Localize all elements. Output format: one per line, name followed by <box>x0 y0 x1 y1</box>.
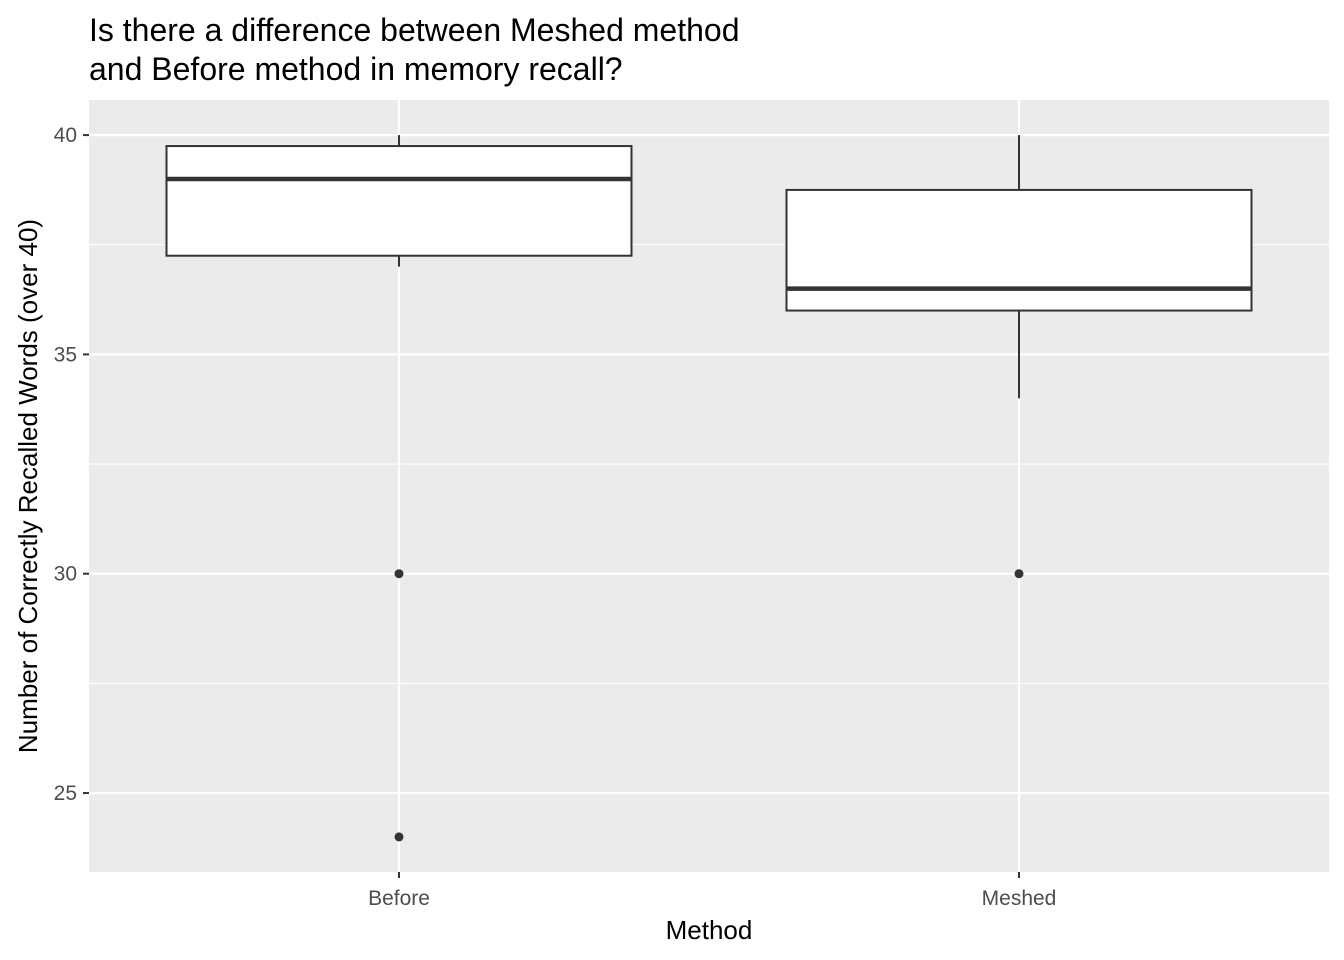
y-tick-label: 30 <box>54 563 77 586</box>
outlier-point <box>394 569 404 579</box>
y-axis-title: Number of Correctly Recalled Words (over… <box>13 219 43 753</box>
box-iqr <box>785 188 1253 312</box>
y-tick-label: 35 <box>54 343 77 366</box>
x-tick-label: Meshed <box>982 887 1057 910</box>
x-tick-label: Before <box>368 887 430 910</box>
outlier-point <box>394 832 404 842</box>
chart-title-line-2: and Before method in memory recall? <box>89 51 623 87</box>
x-axis-title: Method <box>666 915 753 945</box>
y-axis: 25 30 35 40 <box>54 124 89 805</box>
y-tick-label: 25 <box>54 782 77 805</box>
chart-title-line-1: Is there a difference between Meshed met… <box>89 12 739 48</box>
y-tick-label: 40 <box>54 124 77 147</box>
boxes-layer <box>165 135 1253 842</box>
x-axis: Before Meshed <box>368 872 1056 910</box>
box-meshed <box>785 135 1253 579</box>
box-before <box>165 135 633 842</box>
box-iqr <box>165 145 633 257</box>
outlier-point <box>1014 569 1024 579</box>
